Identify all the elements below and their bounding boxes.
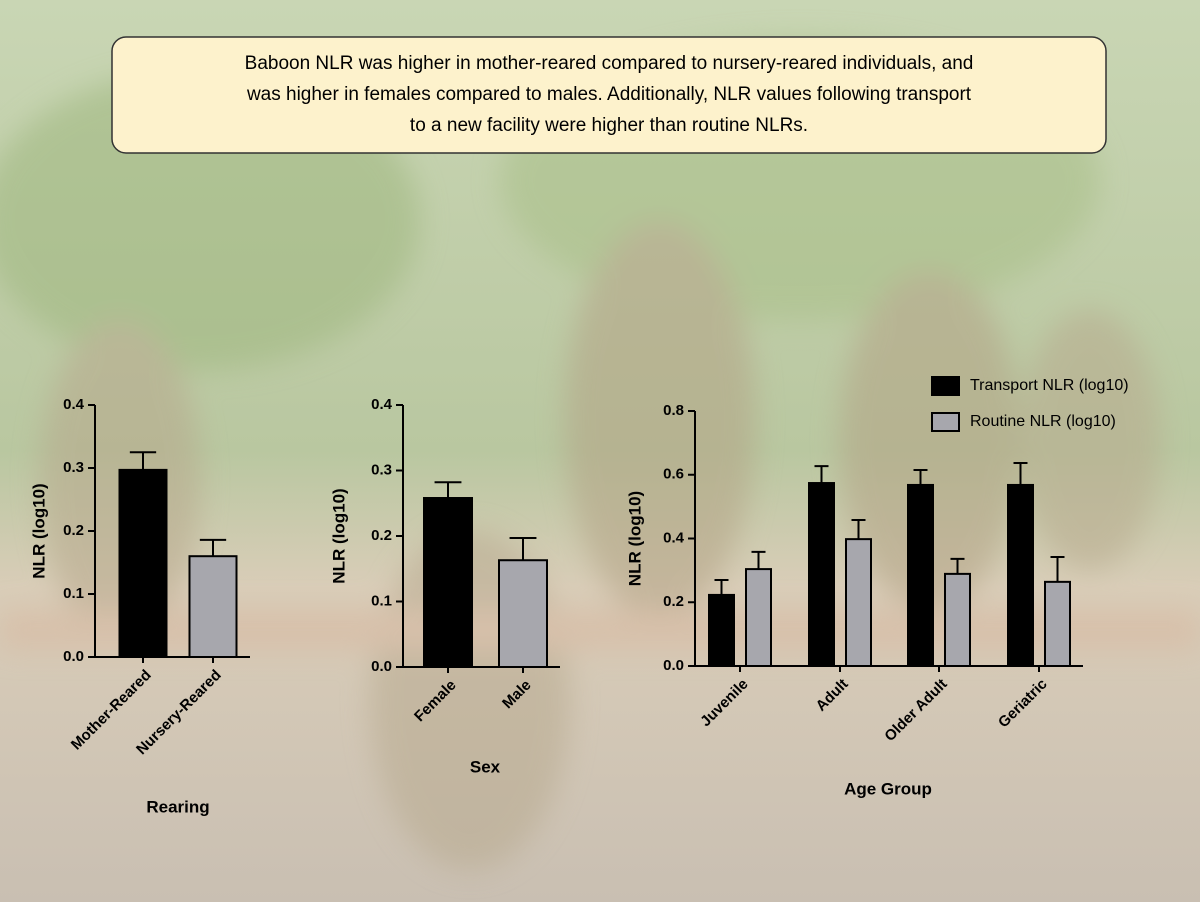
error-bar <box>751 550 766 570</box>
error-bar <box>714 578 729 595</box>
y-tick-label: 0.2 <box>63 522 84 539</box>
legend-label: Routine NLR (log10) <box>970 413 1116 430</box>
y-tick-label: 0.0 <box>663 657 684 674</box>
y-tick-label: 0.2 <box>663 593 684 610</box>
error-bar <box>950 557 965 574</box>
y-axis-title: NLR (log10) <box>29 483 48 578</box>
x-axis-title: Rearing <box>146 797 209 816</box>
error-bar <box>509 536 537 561</box>
y-tick-label: 0.1 <box>371 592 392 609</box>
y-tick-label: 0.4 <box>371 396 393 413</box>
bar <box>188 555 238 659</box>
error-bar <box>129 451 157 470</box>
error-bar <box>199 538 227 557</box>
bar <box>944 572 971 667</box>
y-tick-label: 0.1 <box>63 585 84 602</box>
y-tick-label: 0.0 <box>63 648 84 665</box>
y-tick-label: 0.4 <box>663 529 685 546</box>
legend-label: Transport NLR (log10) <box>970 377 1129 394</box>
error-bar <box>913 468 928 485</box>
y-tick-label: 0.6 <box>663 466 684 483</box>
legend-swatch <box>931 376 960 396</box>
y-tick-label: 0.3 <box>63 459 84 476</box>
bar <box>1044 580 1071 667</box>
caption-line: was higher in females compared to males.… <box>246 84 972 105</box>
bar <box>1007 483 1034 668</box>
y-tick-label: 0.4 <box>63 396 85 413</box>
y-tick-label: 0.3 <box>371 461 392 478</box>
x-axis-title: Age Group <box>844 779 932 798</box>
y-tick-label: 0.2 <box>371 527 392 544</box>
error-bar <box>1050 555 1065 582</box>
error-bar <box>814 465 829 484</box>
caption-box <box>111 36 1107 154</box>
bar <box>708 593 735 668</box>
y-tick-label: 0.8 <box>663 402 684 419</box>
bar <box>808 482 835 667</box>
error-bar <box>1013 461 1028 485</box>
x-axis-title: Sex <box>470 757 501 776</box>
caption-line: Baboon NLR was higher in mother-reared c… <box>245 53 974 74</box>
y-axis-title: NLR (log10) <box>625 491 644 586</box>
legend-swatch <box>931 412 960 432</box>
y-axis-title: NLR (log10) <box>329 488 348 583</box>
error-bar <box>434 481 462 499</box>
bar <box>845 538 872 668</box>
caption-line: to a new facility were higher than routi… <box>410 115 808 136</box>
bar <box>907 483 934 668</box>
error-bar <box>851 519 866 540</box>
bar <box>498 559 548 668</box>
bar <box>745 568 772 667</box>
bar <box>423 497 473 669</box>
bar <box>118 468 168 659</box>
y-tick-label: 0.0 <box>371 658 392 675</box>
